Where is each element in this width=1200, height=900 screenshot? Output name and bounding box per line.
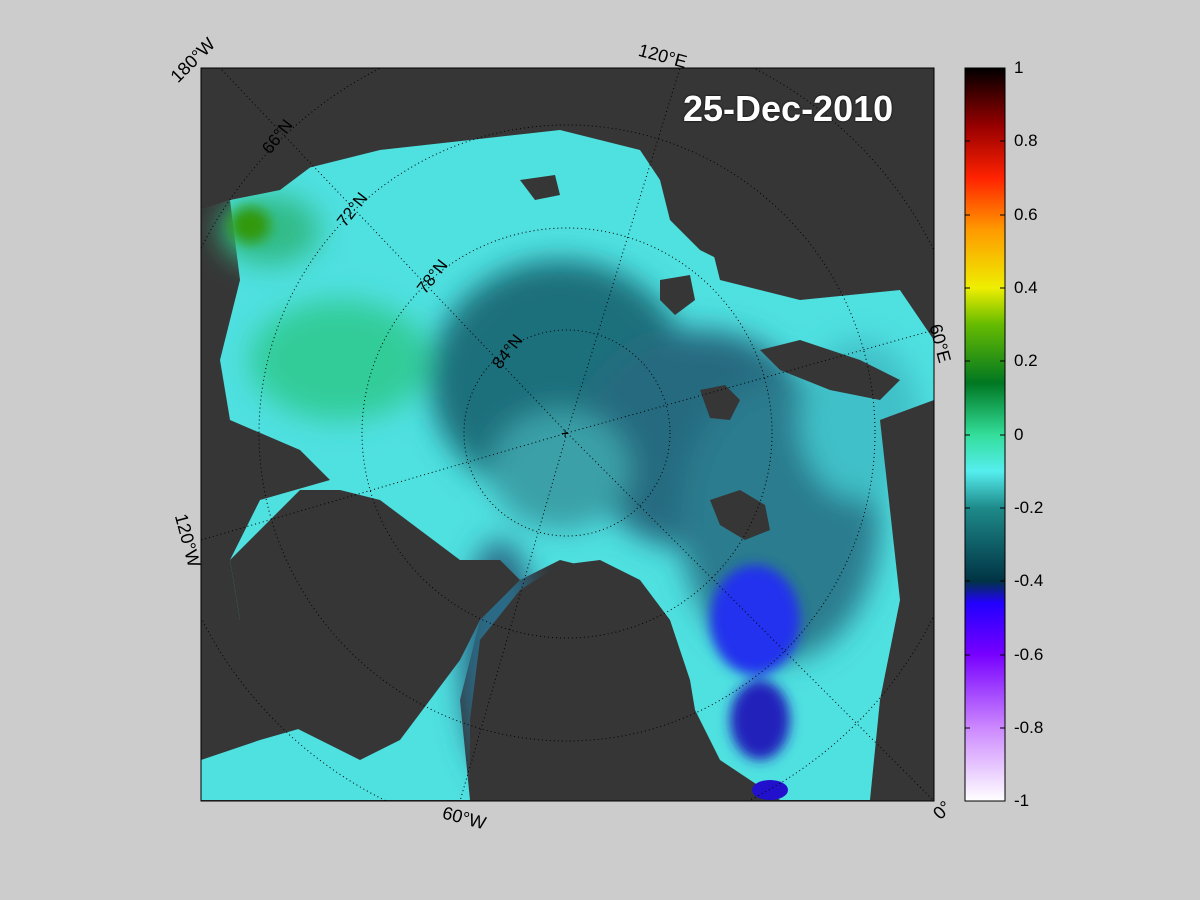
blue-patch [752, 780, 788, 800]
land-novaya-zemlya [760, 340, 900, 400]
land-siberia [600, 68, 934, 340]
colorbar-tick-label: 0.2 [1014, 351, 1038, 370]
pole-marker: + [561, 425, 569, 441]
date-label: 25-Dec-2010 [683, 88, 894, 129]
graticule [201, 68, 934, 801]
land-franz-josef [700, 385, 740, 420]
land-severnaya [660, 275, 695, 315]
land-island-small [520, 175, 560, 200]
colorbar-tick-label: 0.8 [1014, 131, 1038, 150]
colorbar-tick-label: 1 [1014, 58, 1024, 77]
colorbar-tick-label: -0.2 [1014, 498, 1044, 517]
colorbar-tick-label: 0.4 [1014, 278, 1038, 297]
land-greenland [470, 560, 700, 800]
colorbar [964, 67, 1006, 802]
land-canadian-archipelago [201, 490, 520, 760]
map-field: + [201, 68, 934, 801]
map-border [200, 67, 935, 802]
colorbar-tick-label: 0 [1014, 425, 1024, 444]
colorbar-tick-label: -1 [1014, 791, 1030, 810]
colorbar-tick-label: 0.6 [1014, 205, 1038, 224]
land-eurasia-right [870, 400, 934, 800]
colorbar-tick-label: -0.6 [1014, 645, 1044, 664]
land-svalbard [710, 490, 770, 540]
colorbar-tick-label: -0.4 [1014, 571, 1044, 590]
colorbar-ticks [965, 67, 1005, 729]
land-alaska [201, 68, 540, 210]
colorbar-tick-label: -0.8 [1014, 718, 1044, 737]
